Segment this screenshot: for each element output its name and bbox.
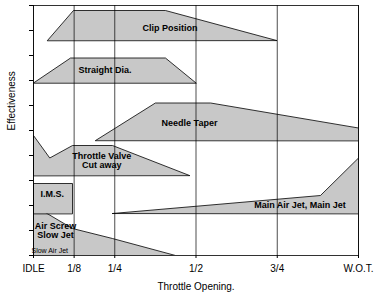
svg-text:1/2: 1/2: [189, 263, 203, 274]
svg-text:Air ScrewSlow Jet: Air ScrewSlow Jet: [35, 221, 78, 240]
svg-text:Straight Dia.: Straight Dia.: [78, 65, 131, 75]
svg-text:I.M.S.: I.M.S.: [41, 189, 65, 199]
svg-text:3/4: 3/4: [270, 263, 284, 274]
svg-text:W.O.T.: W.O.T.: [344, 263, 374, 274]
svg-text:1/4: 1/4: [108, 263, 122, 274]
svg-text:Needle Taper: Needle Taper: [162, 118, 218, 128]
svg-text:Main Air Jet, Main Jet: Main Air Jet, Main Jet: [254, 200, 346, 210]
svg-text:Slow Air Jet: Slow Air Jet: [31, 247, 68, 254]
svg-text:Throttle Opening.: Throttle Opening.: [157, 281, 234, 292]
svg-text:Throttle ValveCut away: Throttle ValveCut away: [72, 151, 131, 170]
svg-text:1/8: 1/8: [67, 263, 81, 274]
svg-text:Clip Position: Clip Position: [143, 23, 198, 33]
svg-text:Effectiveness: Effectiveness: [6, 71, 17, 130]
svg-text:IDLE: IDLE: [22, 263, 45, 274]
